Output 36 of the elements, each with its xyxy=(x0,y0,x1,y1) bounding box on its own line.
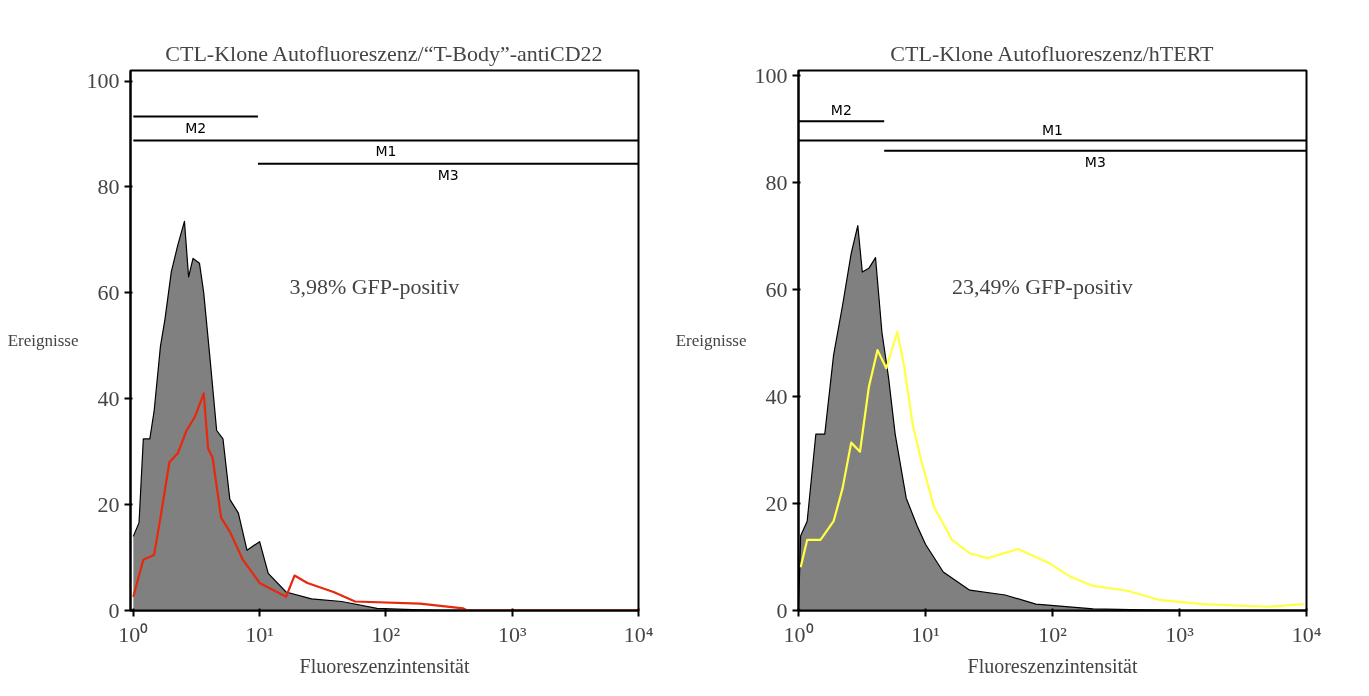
x-tick-label: 10¹ xyxy=(245,621,274,647)
x-tick-label: 10⁴ xyxy=(623,621,654,647)
chart-title: CTL-Klone Autofluoreszenz/hTERT xyxy=(890,40,1214,66)
series-label: M2 xyxy=(185,119,207,136)
y-tick-label: 20 xyxy=(97,491,120,517)
annotation: 23,49% GFP-positiv xyxy=(951,274,1133,299)
y-axis-title: Ereignisse xyxy=(7,331,79,350)
series-label: M2 xyxy=(830,102,852,119)
x-axis-title: Fluoreszenzintensität xyxy=(967,654,1138,677)
series-label: M3 xyxy=(437,166,459,183)
y-tick-label: 0 xyxy=(108,597,120,623)
chart-title: CTL-Klone Autofluoreszenz/“T-Body”-antiCD22 xyxy=(165,40,603,66)
x-tick-label: 10³ xyxy=(497,621,527,647)
x-tick-label: 10² xyxy=(371,621,401,647)
series-label: M3 xyxy=(1084,153,1106,170)
x-tick-label: 10² xyxy=(1038,621,1068,647)
x-tick-label: 10⁴ xyxy=(1291,621,1322,647)
y-tick-label: 100 xyxy=(754,62,788,88)
annotation: 3,98% GFP-positiv xyxy=(289,274,460,299)
y-tick-label: 40 xyxy=(97,385,120,411)
y-tick-label: 20 xyxy=(765,490,788,516)
y-tick-label: 80 xyxy=(97,173,120,199)
x-tick-label: 10³ xyxy=(1165,621,1195,647)
series-label: M1 xyxy=(375,143,397,160)
y-tick-label: 40 xyxy=(765,383,788,409)
series-label: M1 xyxy=(1042,121,1064,138)
y-tick-label: 80 xyxy=(765,169,788,195)
y-axis-title: Ereignisse xyxy=(675,331,747,350)
x-axis-title: Fluoreszenzintensität xyxy=(299,654,470,677)
y-tick-label: 100 xyxy=(86,68,120,94)
x-tick-label: 10¹ xyxy=(911,621,940,647)
y-tick-label: 60 xyxy=(765,276,788,302)
y-tick-label: 60 xyxy=(97,279,120,305)
y-tick-label: 0 xyxy=(776,597,788,623)
x-tick-label: 10⁰ xyxy=(783,621,814,647)
x-tick-label: 10⁰ xyxy=(118,621,149,647)
